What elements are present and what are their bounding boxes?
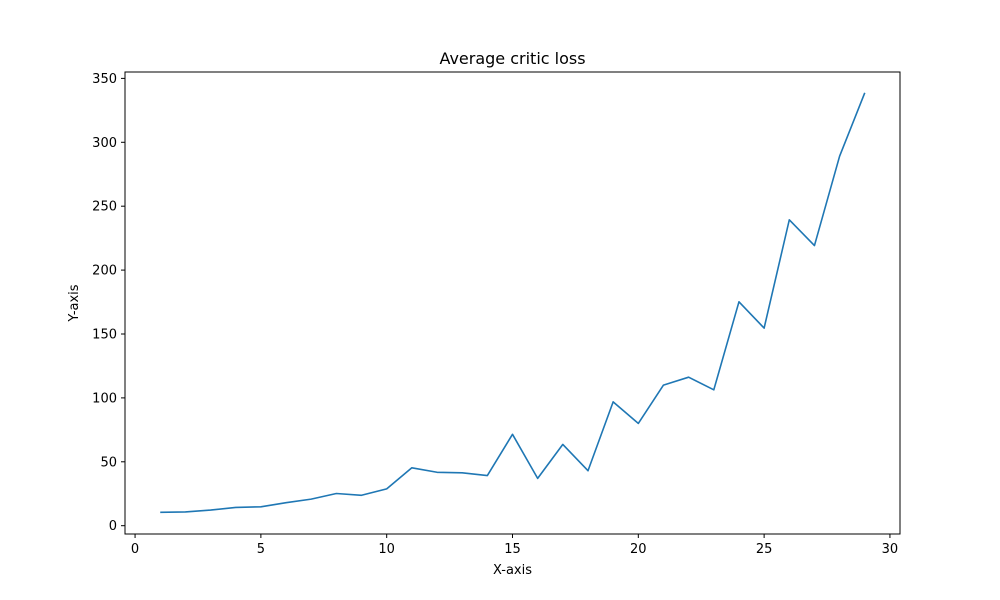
y-axis-label: Y-axis [67,284,82,322]
x-tick-label: 5 [257,542,265,557]
y-axis: 0 50 100 150 200 250 300 350 [92,72,125,534]
x-tick-label: 0 [131,542,139,557]
x-tick-label: 30 [882,542,899,557]
x-axis-label: X-axis [493,563,532,578]
x-axis: 0 5 10 15 20 25 30 [131,534,898,557]
plot-area [124,71,901,535]
y-tick-label: 350 [92,72,117,87]
y-tick-label: 150 [92,327,117,342]
y-tick-label: 300 [92,136,117,151]
y-tick-label: 100 [92,391,117,406]
x-tick-label: 15 [504,542,521,557]
y-tick-label: 0 [109,519,117,534]
x-tick-label: 25 [756,542,773,557]
y-tick-label: 250 [92,200,117,215]
y-tick-label: 50 [100,455,117,470]
y-tick-label: 200 [92,264,117,279]
series-line [160,92,866,514]
chart-title: Average critic loss [439,49,585,68]
x-tick-label: 20 [630,542,647,557]
x-tick-label: 10 [378,542,395,557]
